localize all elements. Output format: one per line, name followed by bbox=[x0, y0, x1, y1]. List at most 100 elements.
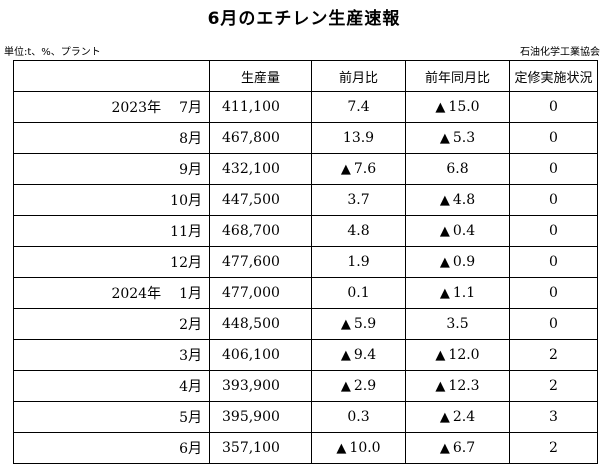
header-production: 生産量 bbox=[209, 60, 312, 92]
yoy-cell-value: 4.8 bbox=[452, 192, 476, 208]
mom-cell-value: 0.3 bbox=[347, 409, 370, 425]
maintenance-cell: 3 bbox=[509, 401, 598, 433]
decrease-triangle-icon: ▲ bbox=[336, 441, 347, 456]
mom-cell-value: 2.9 bbox=[353, 378, 377, 394]
yoy-cell-value: 3.5 bbox=[446, 316, 469, 332]
period-cell: 11月 bbox=[13, 215, 210, 247]
yoy-cell-value: 12.3 bbox=[448, 378, 480, 394]
table-row: 12月 477,600 1.9 ▲ 0.9 0 bbox=[13, 246, 598, 278]
table-row: 4月 393,900 ▲ 2.9 ▲ 12.3 2 bbox=[13, 370, 598, 402]
decrease-triangle-icon: ▲ bbox=[435, 348, 446, 363]
mom-cell-value: 13.9 bbox=[342, 130, 375, 146]
ethylene-production-table: 生産量 前月比 前年同月比 定修実施状況 2023年 7月 411,100 7.4 ▲ 1… bbox=[13, 60, 598, 464]
header-yoy: 前年同月比 bbox=[405, 60, 510, 92]
decrease-triangle-icon: ▲ bbox=[340, 379, 351, 394]
month-label: 7月 bbox=[179, 100, 202, 116]
decrease-triangle-icon: ▲ bbox=[439, 131, 450, 146]
mom-cell: ▲ 2.9 bbox=[311, 370, 406, 402]
mom-cell: 13.9 bbox=[311, 122, 406, 154]
yoy-cell-value: 6.8 bbox=[446, 161, 469, 177]
month-label: 10月 bbox=[170, 193, 202, 209]
period-cell: 2024年 1月 bbox=[13, 277, 210, 309]
production-cell: 411,100 bbox=[209, 91, 312, 123]
year-label: 2024年 bbox=[111, 286, 162, 302]
mom-cell: ▲ 7.6 bbox=[311, 153, 406, 185]
period-cell: 10月 bbox=[13, 184, 210, 216]
table-row: 10月 447,500 3.7 ▲ 4.8 0 bbox=[13, 184, 598, 216]
yoy-cell: ▲ 2.4 bbox=[405, 401, 510, 433]
yoy-cell-value: 1.1 bbox=[452, 285, 476, 301]
period-cell: 2023年 7月 bbox=[13, 91, 210, 123]
maintenance-cell: 0 bbox=[509, 153, 598, 185]
yoy-cell: ▲ 15.0 bbox=[405, 91, 510, 123]
yoy-cell-value: 15.0 bbox=[448, 99, 480, 115]
period-cell: 5月 bbox=[13, 401, 210, 433]
mom-cell-value: 9.4 bbox=[353, 347, 377, 363]
decrease-triangle-icon: ▲ bbox=[439, 255, 450, 270]
period-cell: 2月 bbox=[13, 308, 210, 340]
maintenance-cell: 0 bbox=[509, 246, 598, 278]
yoy-cell: ▲ 0.9 bbox=[405, 246, 510, 278]
decrease-triangle-icon: ▲ bbox=[435, 100, 446, 115]
mom-cell: 1.9 bbox=[311, 246, 406, 278]
production-cell: 357,100 bbox=[209, 432, 312, 464]
mom-cell: ▲ 9.4 bbox=[311, 339, 406, 371]
maintenance-cell: 2 bbox=[509, 339, 598, 371]
period-cell: 9月 bbox=[13, 153, 210, 185]
yoy-cell-value: 5.3 bbox=[452, 130, 476, 146]
table-row: 11月 468,700 4.8 ▲ 0.4 0 bbox=[13, 215, 598, 247]
period-cell: 4月 bbox=[13, 370, 210, 402]
yoy-cell: ▲ 12.0 bbox=[405, 339, 510, 371]
production-cell: 448,500 bbox=[209, 308, 312, 340]
yoy-cell-value: 0.9 bbox=[452, 254, 476, 270]
month-label: 4月 bbox=[179, 379, 202, 395]
period-cell: 8月 bbox=[13, 122, 210, 154]
decrease-triangle-icon: ▲ bbox=[340, 162, 351, 177]
month-label: 9月 bbox=[179, 162, 202, 178]
decrease-triangle-icon: ▲ bbox=[435, 379, 446, 394]
decrease-triangle-icon: ▲ bbox=[439, 441, 450, 456]
page-title: 6月のエチレン生産速報 bbox=[207, 9, 401, 29]
header-mom: 前月比 bbox=[311, 60, 406, 92]
unit-note: 単位:t、%、プラント bbox=[4, 47, 101, 58]
yoy-cell-value: 2.4 bbox=[452, 409, 476, 425]
mom-cell: 0.3 bbox=[311, 401, 406, 433]
production-cell: 477,600 bbox=[209, 246, 312, 278]
mom-cell-value: 3.7 bbox=[347, 192, 370, 208]
mom-cell-value: 0.1 bbox=[347, 285, 370, 301]
month-label: 12月 bbox=[170, 255, 202, 271]
mom-cell-value: 7.6 bbox=[353, 161, 377, 177]
header-maintenance: 定修実施状況 bbox=[509, 60, 598, 92]
production-cell: 447,500 bbox=[209, 184, 312, 216]
month-label: 1月 bbox=[179, 286, 202, 302]
maintenance-cell: 0 bbox=[509, 91, 598, 123]
month-label: 6月 bbox=[179, 441, 202, 457]
table-row: 9月 432,100 ▲ 7.6 6.8 0 bbox=[13, 153, 598, 185]
table-row: 2024年 1月 477,000 0.1 ▲ 1.1 0 bbox=[13, 277, 598, 309]
production-cell: 468,700 bbox=[209, 215, 312, 247]
mom-cell-value: 7.4 bbox=[347, 99, 370, 115]
yoy-cell-value: 0.4 bbox=[452, 223, 476, 239]
production-cell: 406,100 bbox=[209, 339, 312, 371]
yoy-cell: ▲ 4.8 bbox=[405, 184, 510, 216]
decrease-triangle-icon: ▲ bbox=[439, 193, 450, 208]
header-row: 生産量 前月比 前年同月比 定修実施状況 bbox=[13, 60, 598, 92]
production-cell: 477,000 bbox=[209, 277, 312, 309]
production-cell: 393,900 bbox=[209, 370, 312, 402]
decrease-triangle-icon: ▲ bbox=[340, 317, 351, 332]
yoy-cell: ▲ 1.1 bbox=[405, 277, 510, 309]
decrease-triangle-icon: ▲ bbox=[439, 410, 450, 425]
table-row: 3月 406,100 ▲ 9.4 ▲ 12.0 2 bbox=[13, 339, 598, 371]
maintenance-cell: 2 bbox=[509, 370, 598, 402]
mom-cell: ▲ 10.0 bbox=[311, 432, 406, 464]
yoy-cell: 3.5 bbox=[405, 308, 510, 340]
mom-cell: 4.8 bbox=[311, 215, 406, 247]
mom-cell-value: 10.0 bbox=[349, 440, 381, 456]
mom-cell: 0.1 bbox=[311, 277, 406, 309]
decrease-triangle-icon: ▲ bbox=[439, 224, 450, 239]
maintenance-cell: 0 bbox=[509, 184, 598, 216]
mom-cell: 3.7 bbox=[311, 184, 406, 216]
table-row: 8月 467,800 13.9 ▲ 5.3 0 bbox=[13, 122, 598, 154]
month-label: 8月 bbox=[179, 131, 202, 147]
yoy-cell: ▲ 0.4 bbox=[405, 215, 510, 247]
